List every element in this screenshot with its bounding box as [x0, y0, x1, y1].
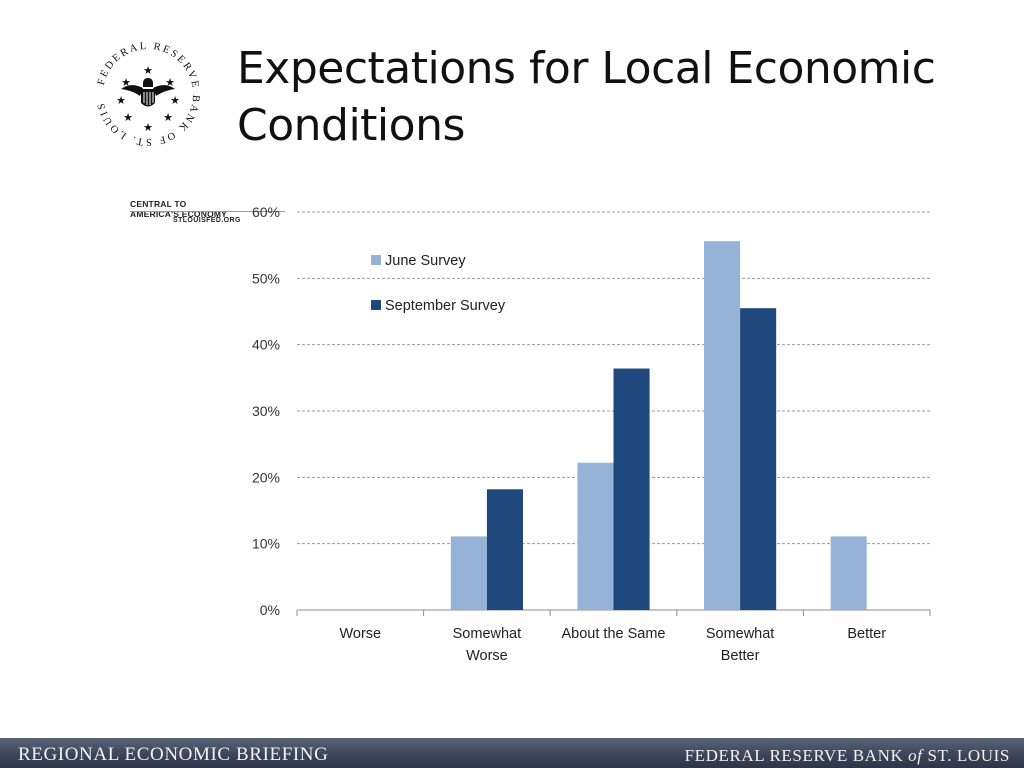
slide-title: Expectations for Local Economic Conditio… [237, 43, 936, 151]
bar-september [740, 308, 777, 610]
y-tick-label: 0% [260, 602, 280, 618]
y-tick-label: 30% [252, 403, 280, 419]
bar-june [450, 536, 487, 610]
x-tick-label: Worse [466, 648, 508, 664]
svg-text:★: ★ [143, 121, 153, 134]
footer-right-of: of [908, 746, 923, 765]
footer-right-text: FEDERAL RESERVE BANK of ST. LOUIS [685, 746, 1010, 766]
bar-september [613, 368, 650, 610]
fed-logo: FEDERAL RESERVE BANK OF ST. LOUIS ★ ★ ★ ★ … [60, 34, 285, 224]
footer-right-prefix: FEDERAL RESERVE BANK [684, 746, 909, 765]
svg-text:★: ★ [116, 94, 126, 107]
bar-june [577, 462, 614, 610]
x-tick-label: Better [847, 626, 886, 642]
legend-swatch [371, 300, 381, 310]
footer-left-text: REGIONAL ECONOMIC BRIEFING [18, 744, 329, 765]
y-tick-label: 20% [252, 469, 280, 485]
y-tick-label: 10% [252, 536, 280, 552]
y-tick-label: 40% [252, 337, 280, 353]
logo-divider [130, 211, 285, 212]
x-tick-label: Worse [339, 626, 381, 642]
footer-bar: REGIONAL ECONOMIC BRIEFING FEDERAL RESER… [0, 738, 1024, 768]
legend-label: September Survey [385, 298, 506, 314]
bar-september [486, 489, 523, 610]
svg-text:★: ★ [170, 94, 180, 107]
x-tick-label: Somewhat [706, 626, 775, 642]
legend-swatch [371, 255, 381, 265]
x-tick-label: Somewhat [453, 626, 522, 642]
fed-seal-icon: FEDERAL RESERVE BANK OF ST. LOUIS ★ ★ ★ ★ … [96, 41, 199, 147]
svg-text:★: ★ [165, 76, 175, 89]
svg-text:★: ★ [163, 111, 173, 124]
footer-right-suffix: ST. LOUIS [922, 746, 1010, 765]
x-tick-label: Better [721, 648, 760, 664]
logo-website: STLOUISFED.ORG [173, 217, 241, 224]
y-tick-label: 50% [252, 270, 280, 286]
svg-text:★: ★ [121, 76, 131, 89]
bar-chart: 0% 10% 20% 30% 40% 50% 60% Worse Somewhat Worse Ab… [252, 204, 931, 664]
y-tick-label: 60% [252, 204, 280, 220]
svg-text:★: ★ [143, 64, 153, 77]
x-tick-label: About the Same [562, 626, 666, 642]
svg-text:★: ★ [123, 111, 133, 124]
legend-label: June Survey [385, 253, 466, 269]
logo-tagline: CENTRAL TO AMERICA'S ECONOMY [130, 199, 228, 219]
bar-june [830, 536, 867, 610]
bar-june [704, 241, 741, 610]
